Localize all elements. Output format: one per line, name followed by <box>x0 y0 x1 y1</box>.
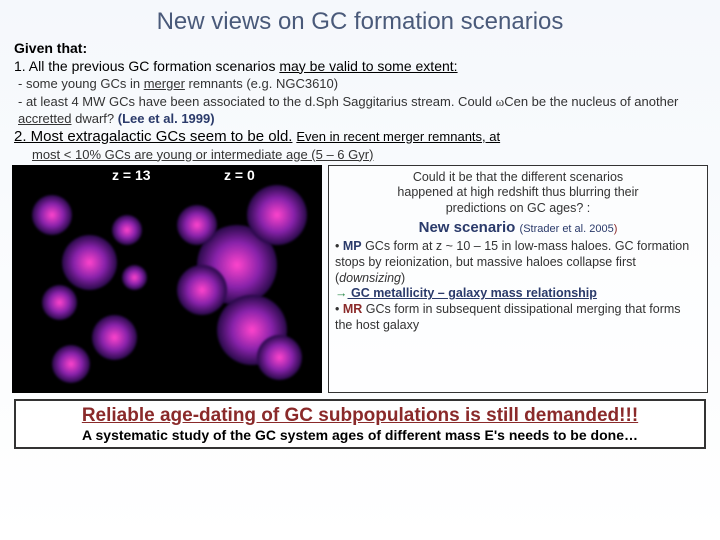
scenario-ref: (Strader et al. 2005) <box>520 223 618 235</box>
sim-label-z0: z = 0 <box>224 167 255 183</box>
sub2-ref: (Lee et al. 1999) <box>118 111 215 126</box>
sub1-a: - some young GCs in <box>18 76 144 91</box>
sub2-a: - at least 4 MW GCs have been associated… <box>18 94 496 109</box>
sub-point-1: - some young GCs in merger remnants (e.g… <box>14 75 706 93</box>
sub-point-2: - at least 4 MW GCs have been associated… <box>14 93 706 128</box>
scenario-box: Could it be that the different scenarios… <box>328 165 708 393</box>
question-3: predictions on GC ages? : <box>335 201 701 217</box>
bullet-mp: • MP GCs form at z ~ 10 – 15 in low-mass… <box>335 239 701 286</box>
given-that: Given that: <box>14 40 706 58</box>
bullet-mr: • MR GCs form in subsequent dissipationa… <box>335 302 701 333</box>
b2a: • <box>335 302 343 316</box>
sim-right <box>167 165 322 393</box>
sim-left <box>12 165 167 393</box>
point2-a: 2. Most extragalactic GCs seem to be old… <box>14 128 292 145</box>
sub1-b: remnants (e.g. NGC3610) <box>185 76 338 91</box>
new-scenario: New scenario (Strader et al. 2005) <box>335 219 701 238</box>
point1-valid: may be valid to some extent: <box>279 58 457 74</box>
bullet-relationship: → GC metallicity – galaxy mass relations… <box>335 286 701 302</box>
slide-content: Given that: 1. All the previous GC forma… <box>0 40 720 163</box>
scenario-label: New scenario <box>419 219 520 236</box>
point-1: 1. All the previous GC formation scenari… <box>14 58 706 76</box>
conclusion-sub: A systematic study of the GC system ages… <box>24 427 696 443</box>
conclusion-headline: Reliable age-dating of GC subpopulations… <box>24 405 696 427</box>
metallicity-relationship: GC metallicity – galaxy mass relationshi… <box>348 286 597 300</box>
sub2-c: dwarf? <box>71 111 117 126</box>
point-2: 2. Most extragalactic GCs seem to be old… <box>14 128 706 147</box>
b1a: • <box>335 239 343 253</box>
simulation-panel: z = 13 z = 0 <box>12 165 322 393</box>
mr-label: MR <box>343 302 362 316</box>
paren-close: ) <box>614 223 618 235</box>
sub1-merger: merger <box>144 76 185 91</box>
sim-label-z13: z = 13 <box>112 167 151 183</box>
strader-ref: Strader et al. 2005 <box>523 223 614 235</box>
question-1: Could it be that the different scenarios <box>335 170 701 186</box>
slide-title: New views on GC formation scenarios <box>0 0 720 40</box>
point2-cont: most < 10% GCs are young or intermediate… <box>14 147 706 163</box>
b1c: ) <box>401 271 405 285</box>
sub2-b: Cen be the nucleus of another <box>504 94 678 109</box>
question-2: happened at high redshift thus blurring … <box>335 185 701 201</box>
downsizing: downsizing <box>339 271 401 285</box>
point1-prefix: 1. All the previous GC formation scenari… <box>14 58 279 74</box>
omega-symbol: ω <box>496 94 505 109</box>
sub2-accretted: accretted <box>18 111 71 126</box>
arrow-icon: → <box>335 286 348 300</box>
conclusion-box: Reliable age-dating of GC subpopulations… <box>14 399 706 449</box>
b2b: GCs form in subsequent dissipational mer… <box>335 302 681 332</box>
mp-label: MP <box>343 239 362 253</box>
main-row: z = 13 z = 0 Could it be that the differ… <box>0 165 720 393</box>
point2-b: Even in recent merger remnants, at <box>296 129 500 144</box>
